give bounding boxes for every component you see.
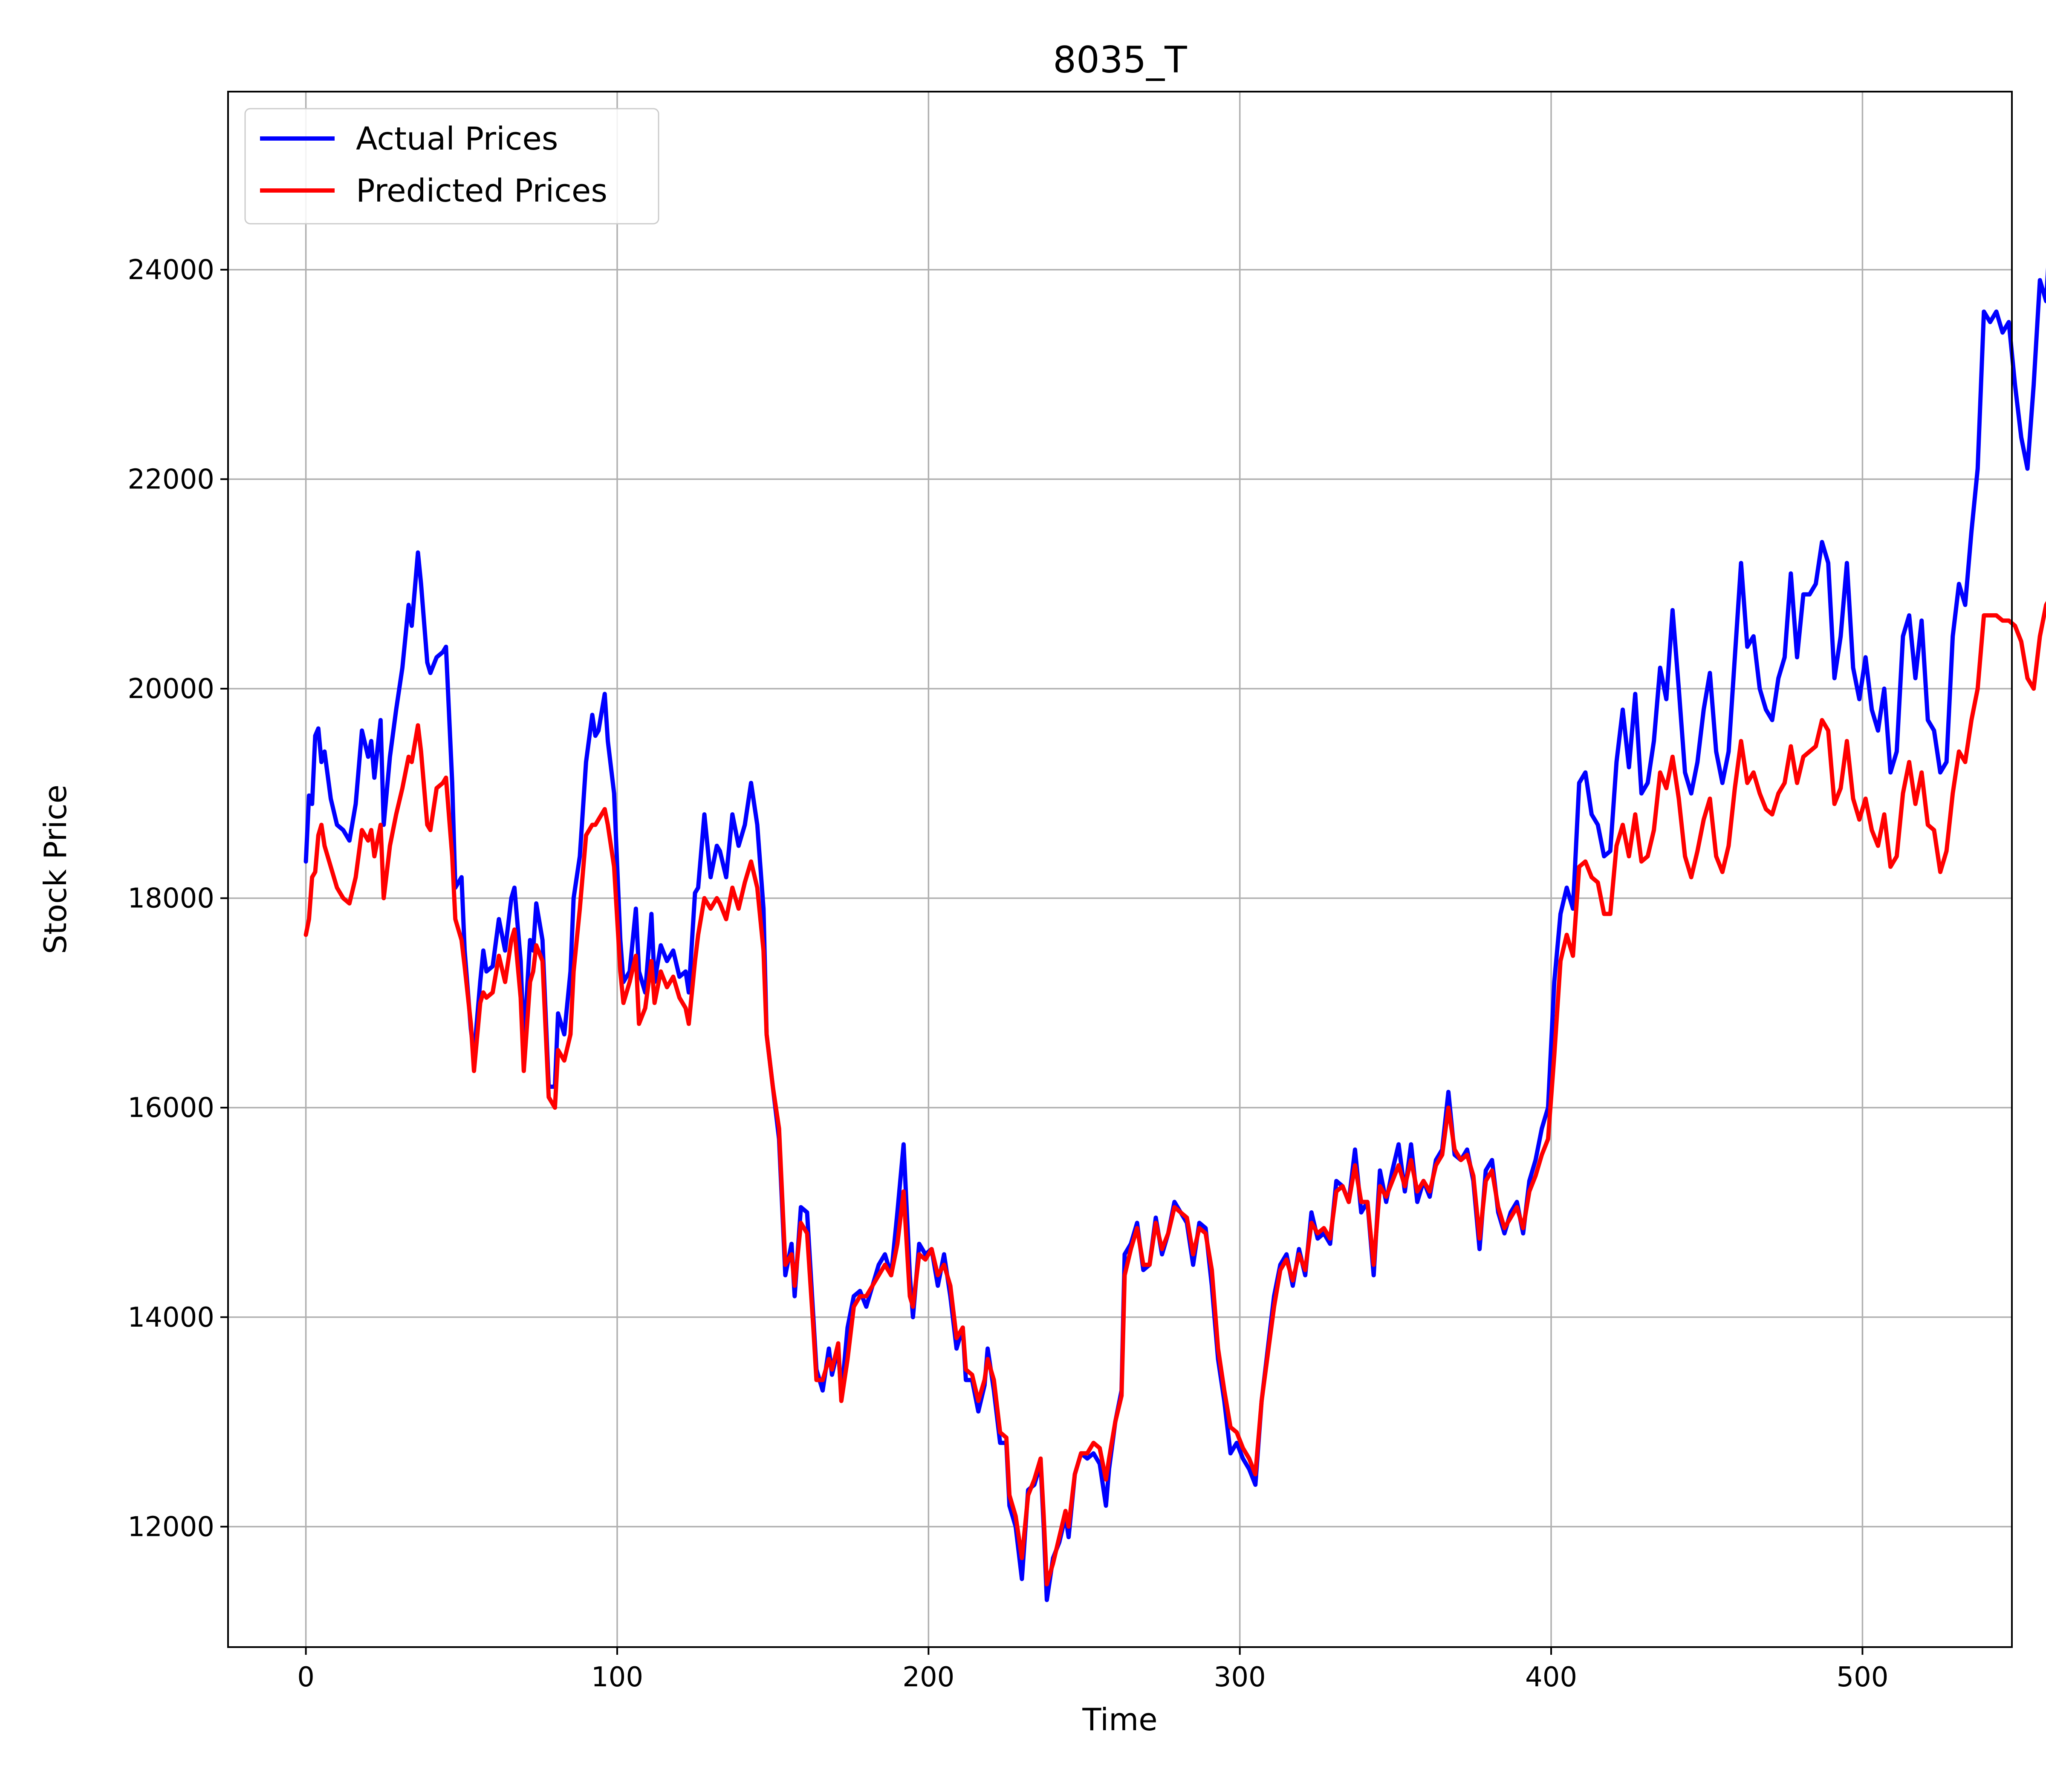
legend-label-actual: Actual Prices <box>356 121 558 157</box>
grid <box>228 92 2012 1647</box>
x-tick-label: 300 <box>1214 1662 1266 1693</box>
plot-frame <box>227 91 2013 1648</box>
x-tick-label: 200 <box>902 1662 954 1693</box>
x-tick-label: 400 <box>1525 1662 1577 1693</box>
legend: Actual Prices Predicted Prices <box>244 108 659 225</box>
x-tick-label: 500 <box>1836 1662 1888 1693</box>
ticks: 0 100 200 300 400 500 12000 14000 16000 18000 2000… <box>127 254 1888 1693</box>
x-tick-label: 100 <box>591 1662 643 1693</box>
y-tick-label: 20000 <box>127 673 214 705</box>
x-axis-label: Time <box>1082 1702 1157 1737</box>
y-tick-label: 22000 <box>127 464 214 495</box>
y-tick-label: 18000 <box>127 883 214 915</box>
y-tick-label: 12000 <box>127 1511 214 1543</box>
chart-title: 8035_T <box>1053 39 1187 81</box>
y-tick-label: 14000 <box>127 1302 214 1333</box>
y-tick-label: 16000 <box>127 1092 214 1124</box>
x-tick-label: 0 <box>297 1662 315 1693</box>
legend-box <box>244 108 659 225</box>
legend-label-predicted: Predicted Prices <box>356 173 607 209</box>
series-layer <box>303 267 2046 1602</box>
y-axis-label: Stock Price <box>38 785 73 954</box>
y-tick-label: 24000 <box>127 254 214 286</box>
series-line-predicted-prices <box>303 601 2046 1587</box>
